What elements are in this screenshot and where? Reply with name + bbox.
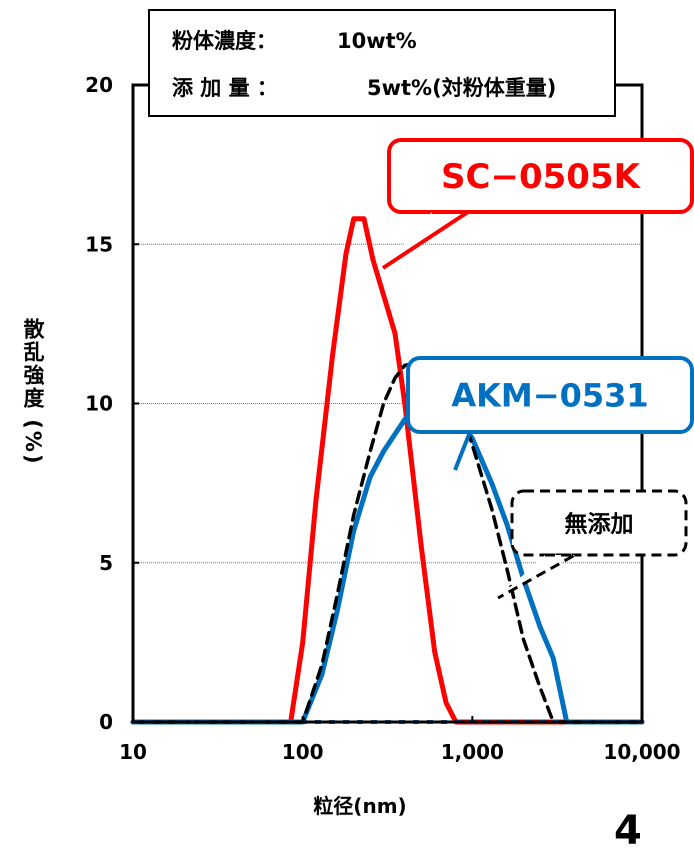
x-tick-label: 10: [119, 740, 147, 764]
info-label-0: 粉体濃度：: [172, 29, 277, 53]
series-lines: [130, 216, 645, 725]
callout-box-2: [510, 489, 688, 557]
y-tick-label: 10: [85, 392, 113, 416]
y-tick-label: 0: [99, 710, 113, 734]
callout-label-0: SC−0505K: [441, 157, 642, 197]
x-tick-label: 10,000: [603, 740, 680, 764]
y-axis-label: 散乱強度 (%): [21, 318, 45, 466]
series-line-0: [130, 216, 645, 725]
callout-label-1: AKM−0531: [451, 377, 648, 415]
y-tick-label: 15: [85, 232, 113, 256]
tick-labels: 0 5 10 15 20 10 100 1,000 10,000: [85, 73, 680, 764]
callout-pointer-1: [425, 430, 472, 471]
y-tick-label: 5: [99, 551, 113, 575]
callout-box-1: [406, 356, 694, 434]
x-tick-label: 1,000: [441, 740, 504, 764]
callout-pointer-2: [497, 553, 577, 600]
y-tick-label: 20: [85, 73, 113, 97]
callout-box-0: [387, 138, 694, 214]
callout-pointer-0: [381, 210, 470, 270]
callouts: SC−0505K AKM−0531 無添加: [381, 138, 694, 600]
callout-label-2: 無添加: [565, 511, 634, 537]
info-value-0: 10wt%: [337, 29, 417, 53]
x-axis-label: 粒径(nm): [313, 794, 407, 818]
info-label-1: 添 加 量 ：: [172, 76, 278, 100]
page-number: 4: [614, 808, 642, 854]
info-box-frame: [148, 9, 616, 117]
info-value-1: 5wt%(対粉体重量): [367, 76, 556, 100]
x-tick-label: 100: [282, 740, 324, 764]
info-box: 粉体濃度： 10wt% 添 加 量 ： 5wt%(対粉体重量): [148, 9, 616, 117]
